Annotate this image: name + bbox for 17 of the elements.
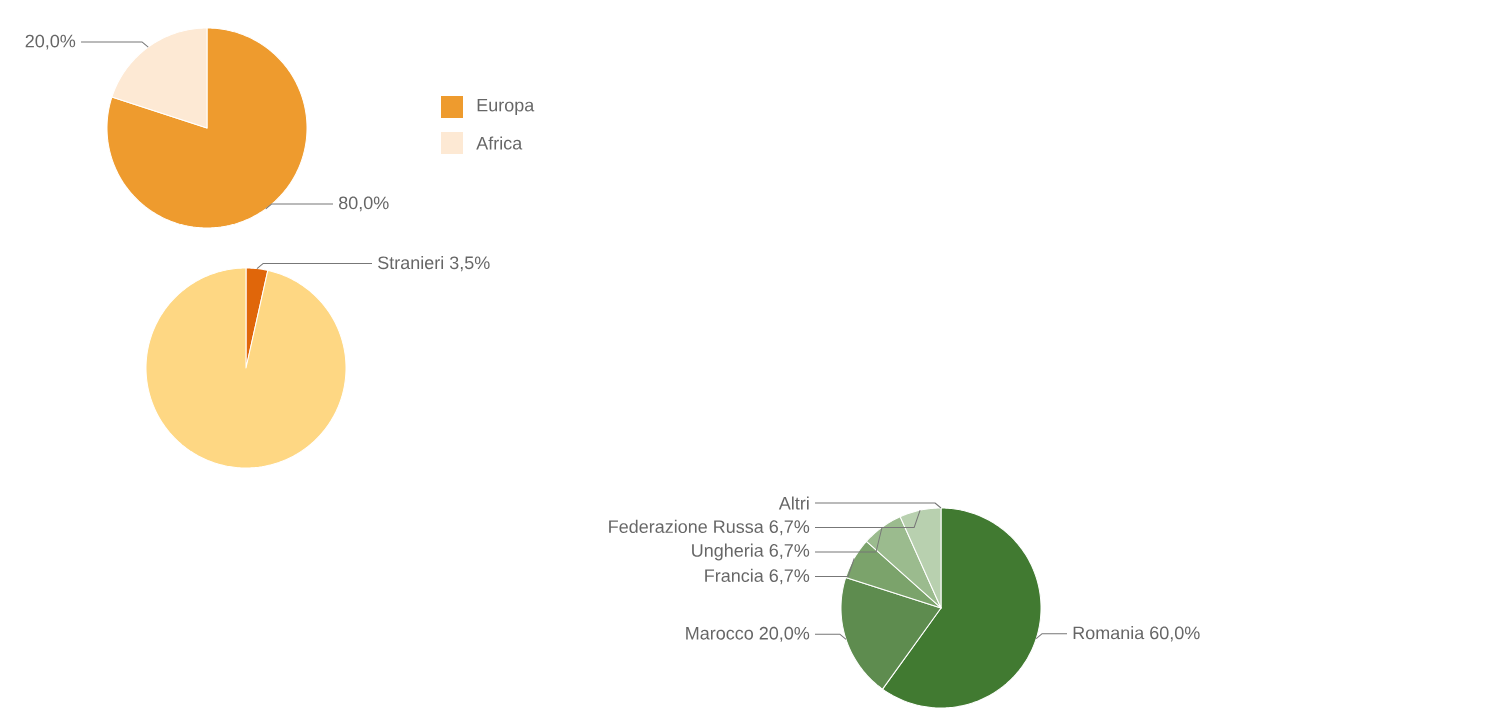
data-label: 3,5% — [449, 256, 490, 272]
data-label: 6,7% — [769, 569, 810, 585]
data-label: 20,0% — [25, 34, 76, 50]
legend-label: Africa — [476, 136, 523, 150]
legend-label: Europa — [477, 98, 535, 116]
slice-label: Federazione Russa — [609, 519, 764, 534]
slice-label: Stranieri — [378, 255, 444, 270]
data-label: 20,0% — [759, 626, 810, 642]
slice-label: Francia — [705, 568, 764, 583]
data-label: 80,0% — [338, 196, 389, 212]
slice-label: Romania — [1073, 626, 1145, 640]
slice-label: Marocco — [686, 627, 753, 640]
data-label: 6,7% — [769, 520, 810, 536]
data-label: 6,7% — [769, 544, 810, 559]
slice-label: Ungheria — [692, 543, 764, 561]
data-label: 60,0% — [1150, 626, 1200, 642]
category-label: Altri — [778, 496, 809, 510]
